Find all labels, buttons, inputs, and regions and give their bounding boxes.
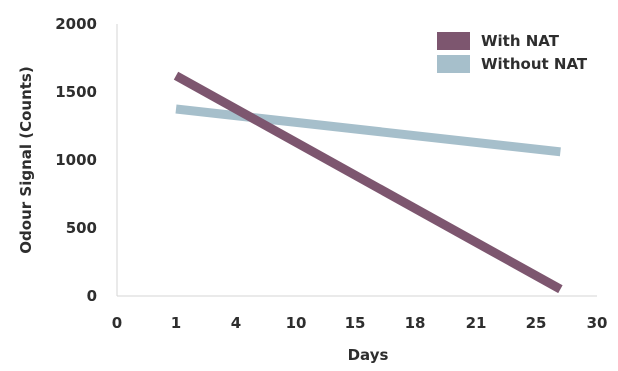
y-tick-label: 1000 [55, 151, 97, 169]
x-tick-label: 25 [526, 314, 547, 332]
y-tick-label: 1500 [55, 83, 97, 101]
x-tick-label: 30 [587, 314, 608, 332]
x-tick-label: 21 [466, 314, 487, 332]
y-tick-label: 0 [87, 287, 97, 305]
y-axis-title: Odour Signal (Counts) [17, 66, 35, 253]
legend-swatch [437, 55, 470, 73]
axes [116, 24, 597, 297]
y-tick-label: 500 [66, 219, 97, 237]
x-tick-label: 4 [231, 314, 241, 332]
x-tick-label: 15 [345, 314, 366, 332]
legend: With NAT Without NAT [437, 32, 588, 73]
legend-label: With NAT [481, 32, 560, 50]
legend-label: Without NAT [481, 55, 588, 73]
series-line-with-nat [173, 71, 563, 294]
series-line-without-nat [175, 104, 561, 157]
y-tick-labels: 0 500 1000 1500 2000 [55, 15, 97, 305]
y-tick-label: 2000 [55, 15, 97, 33]
x-tick-label: 18 [405, 314, 426, 332]
series-lines [173, 71, 563, 294]
legend-swatch [437, 32, 470, 50]
x-tick-label: 1 [171, 314, 181, 332]
x-axis-title: Days [348, 346, 389, 364]
x-tick-label: 0 [112, 314, 122, 332]
x-tick-labels: 0 1 4 10 15 18 21 25 30 [112, 314, 608, 332]
x-tick-label: 10 [286, 314, 307, 332]
